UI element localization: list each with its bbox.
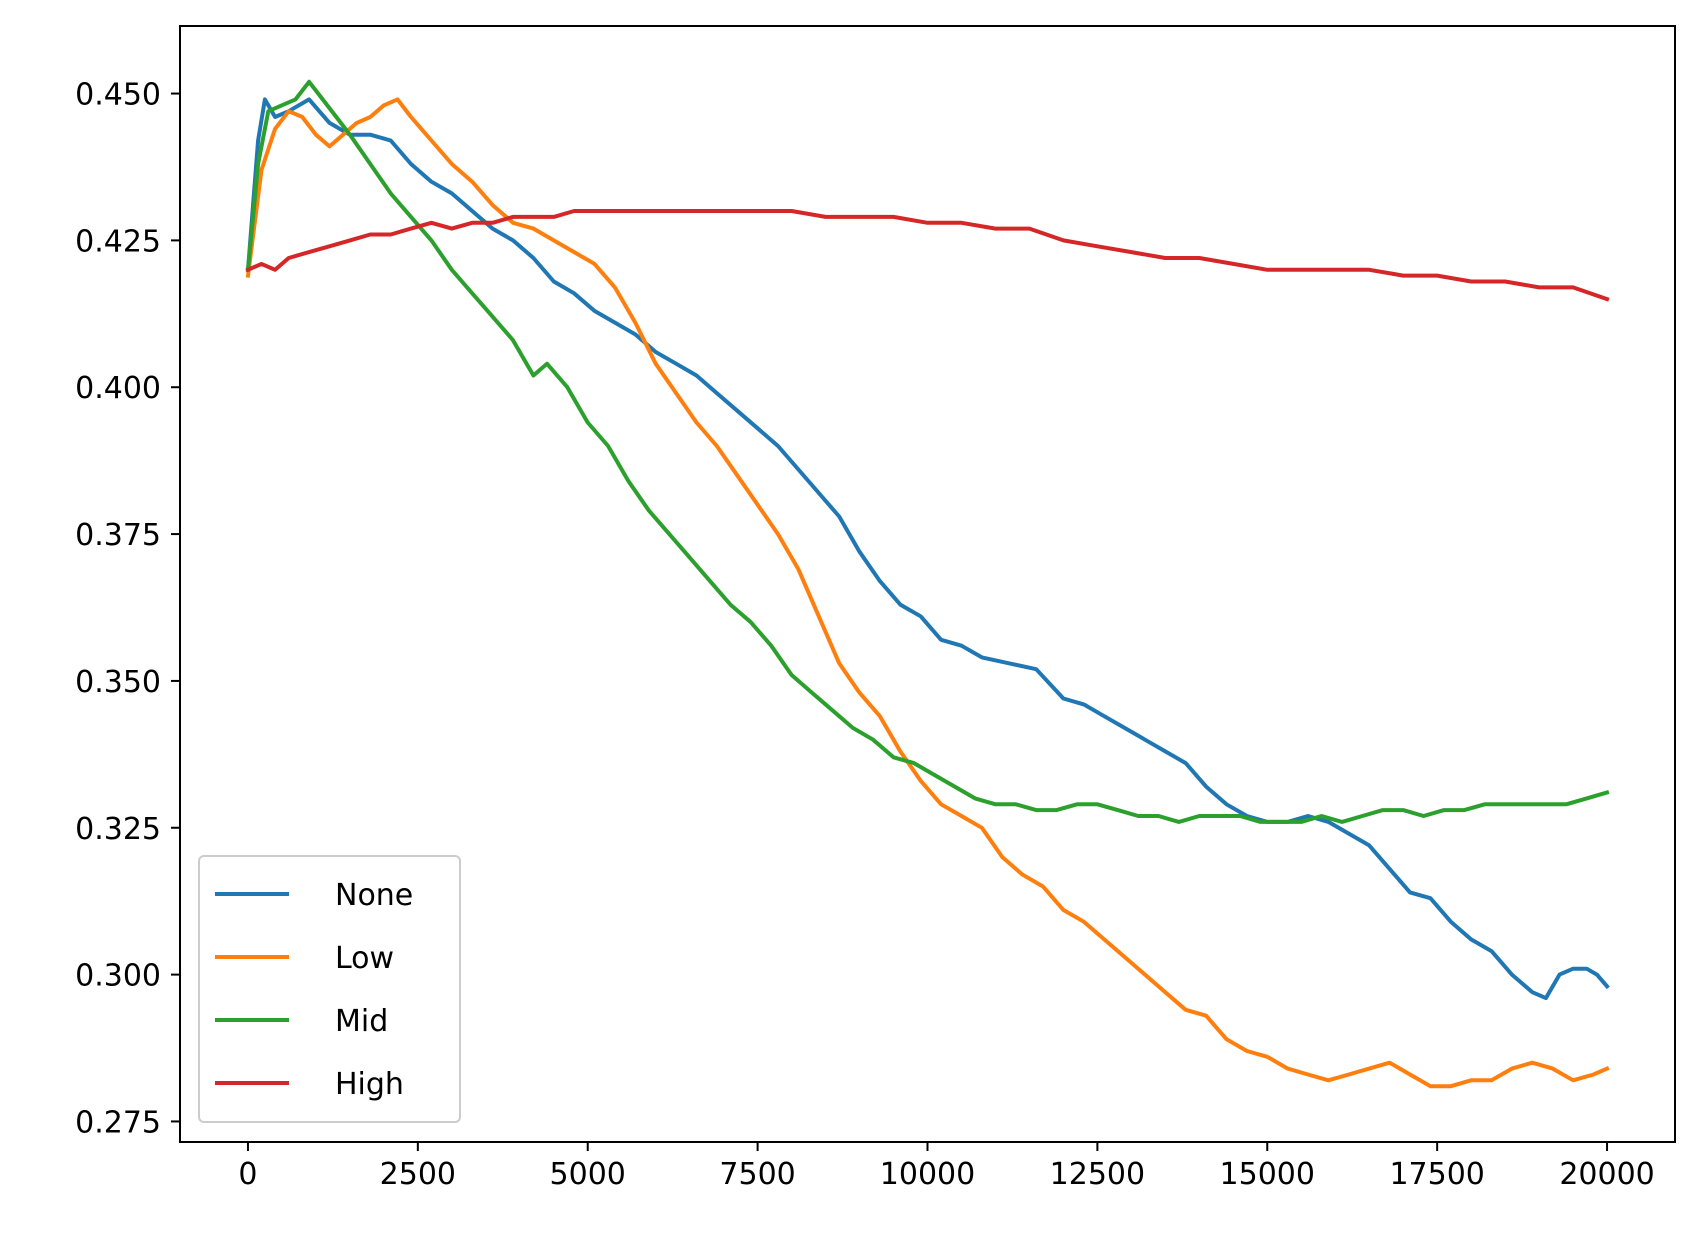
y-tick-label: 0.450: [75, 78, 161, 113]
x-tick-label: 5000: [550, 1157, 626, 1192]
series-layer: [245, 79, 1610, 1089]
legend-label-mid: Mid: [335, 1004, 388, 1039]
x-tick-label: 0: [238, 1157, 257, 1192]
y-tick-label: 0.375: [75, 518, 161, 553]
x-tick-label: 17500: [1389, 1157, 1484, 1192]
legend-label-high: High: [335, 1067, 404, 1102]
x-tick-label: 10000: [880, 1157, 975, 1192]
x-tick-label: 7500: [719, 1157, 795, 1192]
x-axis: 0 2500 5000 7500 10000 12500 15000 17500 20000: [238, 1142, 1655, 1192]
legend-box: [198, 855, 461, 1123]
series-line-mid: [245, 79, 1610, 824]
x-tick-label: 15000: [1220, 1157, 1315, 1192]
y-tick-label: 0.325: [75, 812, 161, 847]
y-axis: 0.275 0.300 0.325 0.350 0.375 0.400 0.425 0.450: [75, 78, 180, 1140]
y-tick-label: 0.275: [75, 1105, 161, 1140]
x-tick-label: 2500: [380, 1157, 456, 1192]
legend: None Low Mid High: [198, 855, 461, 1123]
x-tick-label: 12500: [1050, 1157, 1145, 1192]
y-tick-label: 0.350: [75, 665, 161, 700]
series-line-high: [245, 209, 1610, 302]
series-line-low: [245, 97, 1610, 1089]
series-line-none: [245, 97, 1610, 1001]
legend-label-none: None: [335, 878, 413, 913]
y-tick-label: 0.400: [75, 371, 161, 406]
legend-label-low: Low: [335, 941, 394, 976]
x-tick-label: 20000: [1559, 1157, 1654, 1192]
y-tick-label: 0.425: [75, 224, 161, 259]
y-tick-label: 0.300: [75, 959, 161, 994]
